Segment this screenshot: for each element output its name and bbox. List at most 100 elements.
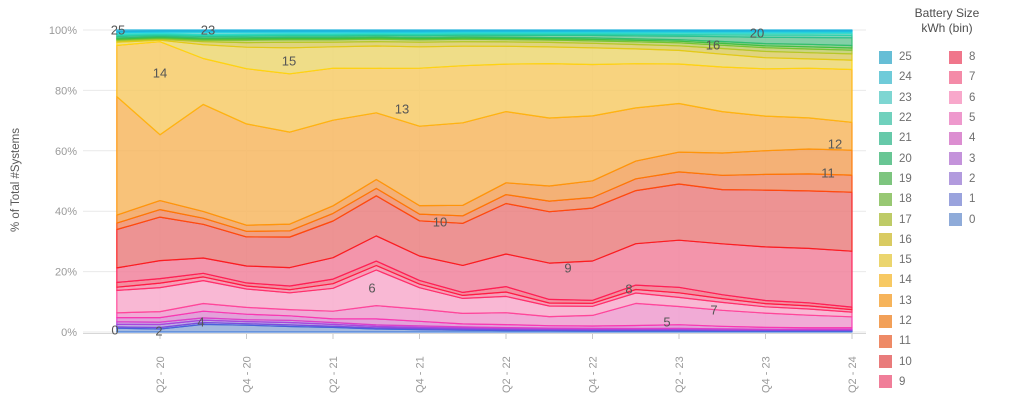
legend-swatch bbox=[949, 91, 962, 105]
legend-swatch bbox=[949, 172, 962, 186]
legend-label: 8 bbox=[969, 51, 976, 64]
legend-item-bin-1[interactable]: 1 bbox=[949, 189, 1017, 209]
legend-item-bin-14[interactable]: 14 bbox=[879, 270, 949, 290]
area-value-label: 6 bbox=[368, 281, 375, 296]
area-value-label: 16 bbox=[706, 38, 720, 53]
legend-label: 25 bbox=[899, 51, 912, 64]
legend-label: 23 bbox=[899, 91, 912, 104]
legend: Battery Size kWh (bin) 25 24 23 22 21 20 19 18 1… bbox=[877, 6, 1017, 392]
legend-item-bin-16[interactable]: 16 bbox=[879, 230, 949, 250]
x-tick-label: Q2 - 22 bbox=[501, 356, 513, 393]
legend-label: 24 bbox=[899, 71, 912, 84]
legend-item-bin-17[interactable]: 17 bbox=[879, 209, 949, 229]
area-value-label: 13 bbox=[395, 102, 409, 117]
legend-swatch bbox=[949, 111, 962, 125]
legend-swatch bbox=[879, 375, 892, 389]
legend-swatch bbox=[879, 70, 892, 84]
area-value-label: 5 bbox=[663, 315, 670, 330]
legend-item-bin-25[interactable]: 25 bbox=[879, 47, 949, 67]
legend-swatch bbox=[879, 314, 892, 328]
area-value-label: 11 bbox=[821, 166, 835, 181]
area-value-label: 25 bbox=[111, 23, 125, 38]
legend-swatch bbox=[949, 50, 962, 64]
legend-swatch bbox=[879, 355, 892, 369]
legend-label: 13 bbox=[899, 294, 912, 307]
legend-item-bin-21[interactable]: 21 bbox=[879, 128, 949, 148]
legend-label: 12 bbox=[899, 315, 912, 327]
legend-label: 3 bbox=[969, 152, 976, 165]
legend-label: 11 bbox=[899, 335, 911, 348]
legend-swatch bbox=[879, 172, 892, 186]
area-value-label: 20 bbox=[750, 26, 764, 41]
legend-title: Battery Size kWh (bin) bbox=[877, 6, 1017, 36]
x-tick-label: Q2 - 21 bbox=[328, 356, 340, 393]
legend-label: 15 bbox=[899, 254, 912, 267]
x-tick-label: Q4 - 21 bbox=[415, 356, 427, 393]
x-tick-label: Q2 - 24 bbox=[847, 356, 859, 393]
legend-label: 20 bbox=[899, 152, 912, 165]
legend-item-bin-4[interactable]: 4 bbox=[949, 128, 1017, 148]
legend-label: 6 bbox=[969, 91, 976, 104]
legend-item-bin-6[interactable]: 6 bbox=[949, 88, 1017, 108]
legend-item-bin-24[interactable]: 24 bbox=[879, 67, 949, 87]
legend-column-left: 25 24 23 22 21 20 19 18 17 16 15 14 13 12 11 10 9 bbox=[879, 47, 949, 392]
legend-item-bin-20[interactable]: 20 bbox=[879, 148, 949, 168]
area-value-label: 23 bbox=[201, 23, 215, 38]
legend-swatch bbox=[879, 192, 892, 206]
legend-swatch bbox=[879, 213, 892, 227]
legend-item-bin-9[interactable]: 9 bbox=[879, 372, 949, 392]
legend-label: 9 bbox=[899, 375, 906, 388]
legend-swatch bbox=[879, 111, 892, 125]
area-value-label: 0 bbox=[111, 323, 118, 338]
legend-item-bin-7[interactable]: 7 bbox=[949, 67, 1017, 87]
legend-label: 17 bbox=[899, 213, 912, 226]
x-tick-label: Q4 - 20 bbox=[242, 356, 254, 393]
area-bin-25[interactable] bbox=[116, 29, 853, 33]
legend-item-bin-5[interactable]: 5 bbox=[949, 108, 1017, 128]
legend-item-bin-13[interactable]: 13 bbox=[879, 291, 949, 311]
legend-item-bin-22[interactable]: 22 bbox=[879, 108, 949, 128]
legend-swatch bbox=[879, 233, 892, 247]
area-value-label: 4 bbox=[197, 315, 204, 330]
legend-swatch bbox=[949, 152, 962, 166]
legend-item-bin-10[interactable]: 10 bbox=[879, 351, 949, 371]
legend-item-bin-12[interactable]: 12 bbox=[879, 311, 949, 331]
area-value-label: 7 bbox=[710, 303, 717, 318]
area-value-label: 15 bbox=[282, 54, 296, 69]
legend-label: 0 bbox=[969, 213, 976, 226]
legend-item-bin-11[interactable]: 11 bbox=[879, 331, 949, 351]
legend-label: 16 bbox=[899, 233, 912, 246]
legend-item-bin-8[interactable]: 8 bbox=[949, 47, 1017, 67]
legend-item-bin-0[interactable]: 0 bbox=[949, 209, 1017, 229]
area-value-label: 10 bbox=[433, 215, 447, 230]
y-tick-label: 100% bbox=[49, 25, 77, 37]
legend-title-line1: Battery Size bbox=[914, 6, 980, 20]
legend-item-bin-2[interactable]: 2 bbox=[949, 169, 1017, 189]
legend-label: 7 bbox=[969, 71, 976, 84]
legend-swatch bbox=[949, 192, 962, 206]
legend-label: 19 bbox=[899, 172, 912, 185]
legend-swatch bbox=[879, 273, 892, 287]
y-tick-label: 60% bbox=[55, 146, 77, 158]
legend-entries: 25 24 23 22 21 20 19 18 17 16 15 14 13 12 11 10 9 8 7 6 5 4 3 2… bbox=[877, 47, 1017, 392]
legend-item-bin-18[interactable]: 18 bbox=[879, 189, 949, 209]
legend-item-bin-23[interactable]: 23 bbox=[879, 88, 949, 108]
legend-swatch bbox=[879, 253, 892, 267]
x-tick-label: Q4 - 23 bbox=[761, 356, 773, 393]
y-tick-label: 0% bbox=[61, 327, 77, 339]
legend-swatch bbox=[879, 131, 892, 145]
legend-item-bin-15[interactable]: 15 bbox=[879, 250, 949, 270]
legend-swatch bbox=[949, 213, 962, 227]
legend-item-bin-3[interactable]: 3 bbox=[949, 148, 1017, 168]
area-value-label: 9 bbox=[564, 261, 571, 276]
legend-label: 2 bbox=[969, 172, 976, 185]
area-value-label: 2 bbox=[155, 324, 162, 339]
legend-label: 4 bbox=[969, 132, 976, 145]
y-tick-label: 40% bbox=[55, 206, 77, 218]
legend-swatch bbox=[879, 91, 892, 105]
legend-swatch bbox=[949, 131, 962, 145]
legend-item-bin-19[interactable]: 19 bbox=[879, 169, 949, 189]
legend-label: 22 bbox=[899, 112, 912, 125]
